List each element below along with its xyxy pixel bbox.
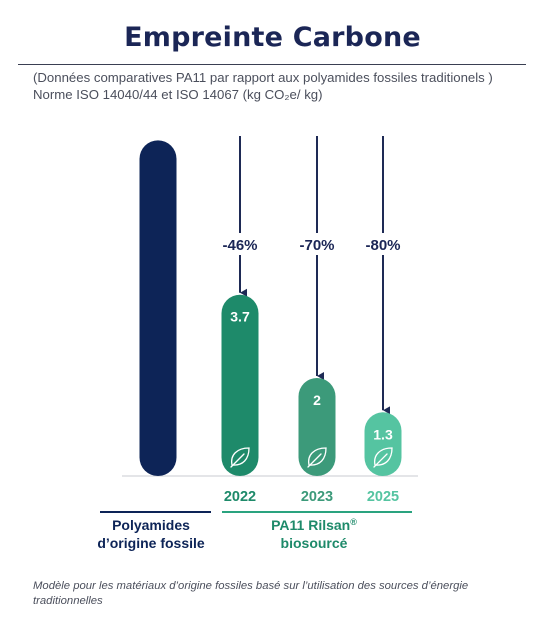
leaf-icon [230, 447, 250, 468]
x-tick-label: 2023 [301, 489, 333, 505]
value-label: 3.7 [230, 309, 250, 325]
bar [139, 140, 177, 476]
value-label: 1.3 [373, 426, 393, 442]
group-label-bio-line2: biosourcé [281, 535, 348, 551]
group-label-fossil-line1: Polyamides [112, 517, 190, 533]
reduction-label: -80% [365, 237, 400, 254]
x-tick-label: 2025 [367, 489, 399, 505]
chart-title: Empreinte Carbone [124, 22, 421, 53]
x-tick-label: 2022 [224, 489, 256, 505]
leaf-icon [307, 447, 327, 468]
leaf-outline [374, 447, 393, 466]
reduction-label: -46% [222, 237, 257, 254]
footnote: Modèle pour les matériaux d’origine foss… [33, 580, 469, 607]
title-divider [18, 64, 526, 65]
value-label: 2 [313, 392, 321, 408]
reduction-label: -70% [299, 237, 334, 254]
leaf-outline [308, 447, 327, 466]
leaf-stem [373, 453, 388, 468]
leaf-stem [307, 453, 322, 468]
leaf-stem [230, 453, 245, 468]
reduction-label-bg [214, 233, 266, 255]
group-label-fossil-line2: d’origine fossile [97, 535, 205, 551]
leaf-icon [373, 447, 393, 468]
chart-subtitle-text: (Données comparatives PA11 par rapport a… [33, 70, 493, 102]
reduction-label-bg [291, 233, 343, 255]
leaf-outline [231, 447, 250, 466]
reduction-label-bg [357, 233, 409, 255]
bar [221, 294, 259, 476]
bar [364, 412, 402, 476]
chart-subtitle: (Données comparatives PA11 par rapport a… [33, 69, 503, 103]
group-label-bio-line1: PA11 Rilsan® [271, 517, 357, 533]
